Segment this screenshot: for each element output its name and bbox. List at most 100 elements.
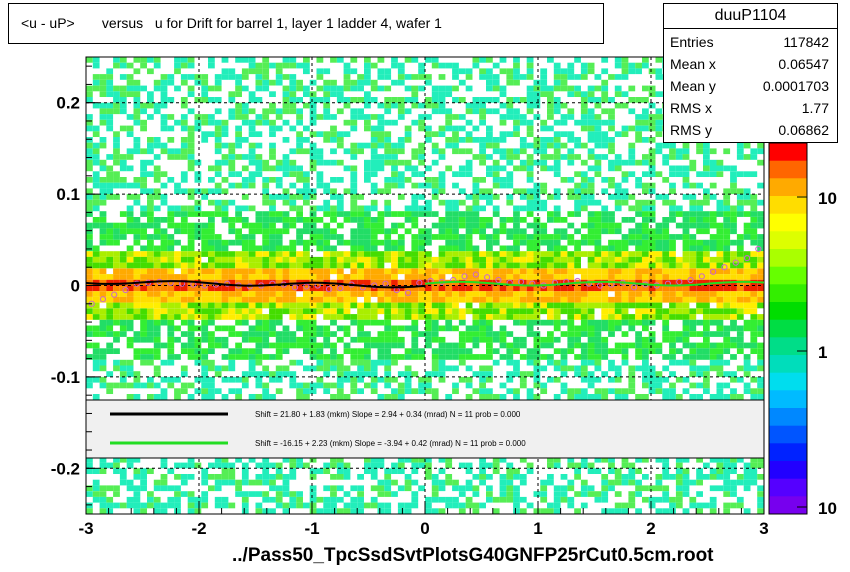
heat-cell — [608, 319, 615, 326]
heat-cell — [445, 256, 453, 263]
heat-cell — [336, 382, 344, 389]
heat-cell — [241, 479, 249, 486]
heat-cell — [438, 125, 446, 132]
heat-cell — [86, 85, 93, 92]
heat-cell — [519, 194, 527, 200]
heat-cell — [580, 119, 588, 126]
heat-cell — [703, 354, 710, 360]
heat-cell — [574, 85, 581, 92]
heat-cell — [418, 348, 425, 355]
heat-cell — [730, 502, 737, 509]
heat-cell — [289, 262, 297, 269]
heat-cell — [642, 137, 649, 143]
heat-cell — [621, 268, 629, 275]
heat-cell — [621, 256, 629, 263]
heat-cell — [167, 485, 175, 492]
heat-cell — [289, 382, 297, 389]
heat-cell — [106, 348, 114, 355]
heat-cell — [350, 79, 358, 86]
heat-cell — [235, 154, 242, 160]
heat-cell — [221, 308, 229, 315]
heat-cell — [140, 474, 147, 480]
heat-cell — [370, 302, 378, 309]
heat-cell — [140, 502, 147, 509]
heat-cell — [431, 194, 439, 200]
heat-cell — [336, 234, 344, 240]
heat-cell — [486, 325, 493, 332]
heat-cell — [608, 462, 615, 469]
heat-cell — [248, 308, 256, 315]
heat-cell — [370, 188, 378, 195]
heat-cell — [445, 62, 453, 69]
heat-cell — [567, 291, 575, 297]
heat-cell — [519, 142, 527, 149]
heat-cell — [458, 148, 466, 155]
heat-cell — [587, 336, 595, 343]
heat-cell — [241, 268, 249, 275]
heat-cell — [411, 274, 419, 280]
heat-cell — [689, 245, 697, 252]
heat-cell — [458, 234, 466, 240]
heat-cell — [336, 302, 344, 309]
heat-cell — [397, 102, 405, 109]
heat-cell — [336, 57, 344, 63]
heat-cell — [180, 125, 188, 132]
heat-cell — [492, 97, 500, 103]
heat-cell — [377, 456, 385, 463]
heat-cell — [126, 262, 134, 269]
heat-cell — [648, 274, 656, 280]
heat-cell — [580, 479, 588, 486]
heat-cell — [201, 376, 209, 383]
heat-cell — [655, 234, 663, 240]
heat-cell — [547, 359, 554, 366]
heat-cell — [404, 165, 412, 172]
heat-cell — [499, 217, 507, 223]
heat-cell — [174, 508, 181, 515]
heat-cell — [547, 137, 554, 143]
heat-cell — [703, 296, 710, 303]
heat-cell — [587, 274, 595, 280]
heat-cell — [411, 182, 419, 189]
heat-cell — [126, 296, 134, 303]
heat-cell — [709, 496, 717, 503]
heat-cell — [513, 79, 520, 86]
heat-cell — [682, 222, 690, 229]
heat-cell — [506, 491, 514, 497]
heat-cell — [608, 456, 615, 463]
heat-cell — [201, 274, 209, 280]
heat-cell — [540, 291, 548, 297]
heat-cell — [119, 365, 127, 372]
heat-cell — [397, 456, 405, 463]
heat-cell — [99, 91, 107, 98]
heat-cell — [642, 336, 649, 343]
heat-cell — [608, 359, 615, 366]
heat-cell — [506, 376, 514, 383]
heat-cell — [377, 274, 385, 280]
heat-cell — [431, 256, 439, 263]
heat-cell — [370, 131, 378, 138]
heat-cell — [635, 137, 642, 143]
heat-cell — [248, 234, 256, 240]
heat-cell — [587, 256, 595, 263]
heat-cell — [608, 285, 615, 292]
heat-cell — [479, 502, 486, 509]
heat-cell — [350, 376, 358, 383]
heat-cell — [404, 456, 412, 463]
heat-cell — [86, 228, 93, 235]
heat-cell — [160, 279, 168, 286]
heat-cell — [248, 182, 256, 189]
heat-cell — [472, 371, 480, 377]
heat-cell — [472, 108, 480, 115]
heat-cell — [730, 462, 737, 469]
heat-cell — [343, 491, 351, 497]
heat-cell — [194, 502, 202, 509]
heat-cell — [716, 474, 724, 480]
heat-cell — [608, 148, 615, 155]
heat-cell — [642, 119, 649, 126]
heat-cell — [547, 308, 554, 315]
heat-cell — [411, 319, 419, 326]
heat-cell — [533, 239, 541, 246]
heat-cell — [655, 314, 663, 320]
heat-cell — [160, 285, 168, 292]
heat-cell — [723, 474, 731, 480]
